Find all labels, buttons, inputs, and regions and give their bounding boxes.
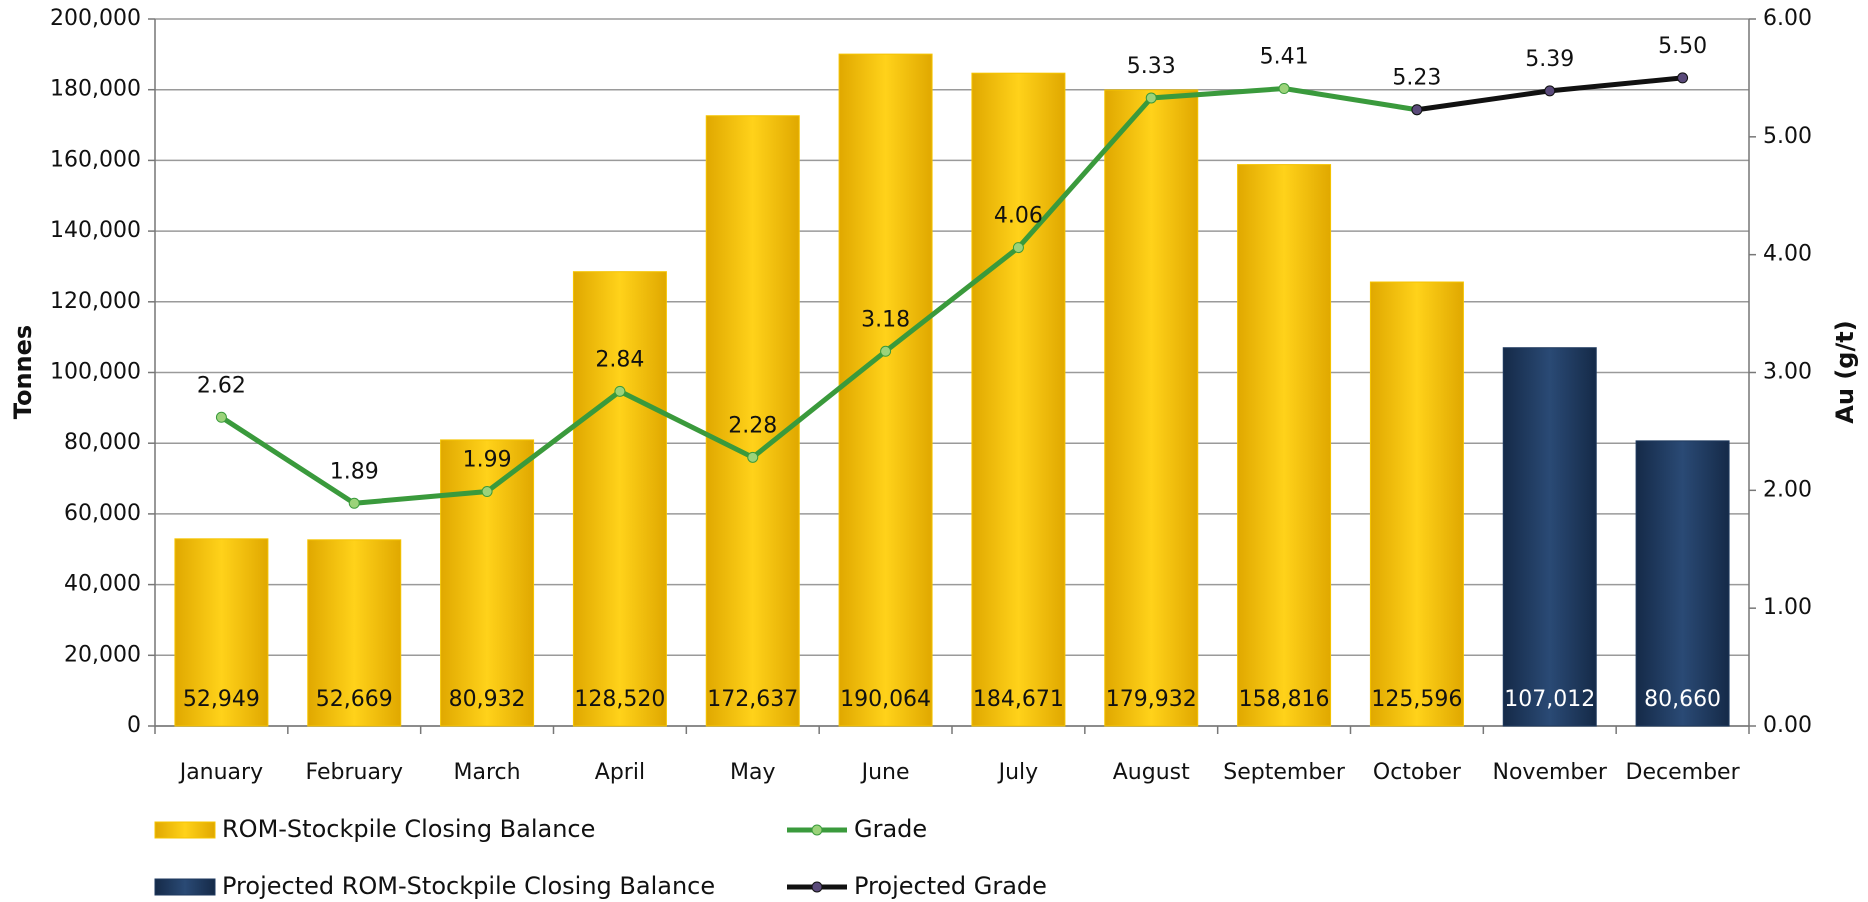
line-marker [1411, 104, 1423, 116]
line-value-label: 4.06 [994, 204, 1043, 229]
line-marker [1012, 242, 1024, 254]
legend-marker [811, 824, 823, 836]
bar [838, 53, 933, 727]
line [220, 86, 1418, 506]
bar-value-label: 172,637 [707, 687, 798, 712]
y2-tick-label: 5.00 [1763, 124, 1812, 149]
bar-value-label: 80,932 [449, 687, 526, 712]
bar-value-label: 179,932 [1106, 687, 1197, 712]
y2-tick-label: 4.00 [1763, 242, 1812, 267]
line-marker [215, 411, 227, 423]
y-tick-label: 120,000 [50, 289, 141, 314]
bar-value-label: 125,596 [1371, 687, 1462, 712]
legend-marker [811, 881, 823, 893]
x-tick-label: November [1493, 760, 1608, 785]
y-tick-label: 140,000 [50, 218, 141, 243]
bar-value-label: 184,671 [973, 687, 1064, 712]
bar-value-label: 158,816 [1239, 687, 1330, 712]
line-value-label: 2.84 [595, 347, 644, 372]
y-tick-label: 160,000 [50, 147, 141, 172]
bar-value-label: 128,520 [574, 687, 665, 712]
line-marker [614, 385, 626, 397]
bar [1237, 164, 1332, 727]
y2-tick-label: 0.00 [1763, 713, 1812, 738]
bar [440, 439, 535, 727]
y2-tick-label: 1.00 [1763, 595, 1812, 620]
legend-label: Grade [854, 815, 927, 843]
line-marker [348, 497, 360, 509]
line-marker [481, 486, 493, 498]
bar-value-label: 52,669 [316, 687, 393, 712]
line-value-label: 5.33 [1127, 54, 1176, 79]
x-tick-label: May [730, 760, 775, 785]
y2-tick-label: 2.00 [1763, 477, 1812, 502]
bar [307, 539, 402, 727]
x-tick-label: July [997, 760, 1039, 785]
y-tick-label: 200,000 [50, 6, 141, 31]
line-value-label: 5.41 [1260, 45, 1309, 70]
x-tick-label: August [1113, 760, 1190, 785]
bar [971, 72, 1066, 727]
line-marker [1544, 85, 1556, 97]
y2-tick-label: 6.00 [1763, 6, 1812, 31]
x-tick-label: February [306, 760, 404, 785]
x-tick-label: December [1626, 760, 1741, 785]
y-tick-label: 0 [127, 713, 141, 738]
bar [572, 271, 667, 727]
line-marker [1677, 72, 1689, 84]
line-value-label: 1.89 [330, 459, 379, 484]
bar [1635, 440, 1730, 727]
line-value-label: 2.28 [728, 413, 777, 438]
line-value-label: 3.18 [861, 307, 910, 332]
x-tick-label: October [1373, 760, 1462, 785]
y-tick-label: 20,000 [64, 642, 141, 667]
y-tick-label: 80,000 [64, 430, 141, 455]
line-value-label: 2.62 [197, 373, 246, 398]
bar [1502, 347, 1597, 727]
line-value-label: 1.99 [463, 448, 512, 473]
line-marker [1278, 83, 1290, 95]
legend-swatch [154, 821, 216, 839]
x-tick-label: September [1223, 760, 1346, 785]
y-tick-label: 40,000 [64, 572, 141, 597]
legend-label: Projected ROM-Stockpile Closing Balance [222, 872, 715, 900]
y2-axis-title: Au (g/t) [1831, 320, 1859, 423]
bar-value-label: 190,064 [840, 687, 931, 712]
line-marker [1145, 92, 1157, 104]
bar-value-label: 52,949 [183, 687, 260, 712]
y-tick-label: 180,000 [50, 77, 141, 102]
bar-value-label: 80,660 [1644, 687, 1721, 712]
x-tick-label: April [595, 760, 645, 785]
bar [174, 538, 269, 727]
legend-swatch [154, 878, 216, 896]
legend-label: Projected Grade [854, 872, 1047, 900]
line-value-label: 5.50 [1658, 34, 1707, 59]
legend-label: ROM-Stockpile Closing Balance [222, 815, 595, 843]
bar [1369, 281, 1464, 727]
bar [1104, 89, 1199, 727]
x-tick-label: January [178, 760, 263, 785]
line-value-label: 5.39 [1525, 47, 1574, 72]
line-value-label: 5.23 [1392, 66, 1441, 91]
y2-tick-label: 3.00 [1763, 360, 1812, 385]
bar-value-label: 107,012 [1504, 687, 1595, 712]
bar [705, 115, 800, 727]
y-axis-title: Tonnes [9, 325, 37, 419]
line-marker [880, 345, 892, 357]
x-tick-label: June [860, 760, 910, 785]
y-tick-label: 60,000 [64, 501, 141, 526]
x-tick-label: March [454, 760, 521, 785]
line-marker [747, 451, 759, 463]
y-tick-label: 100,000 [50, 360, 141, 385]
